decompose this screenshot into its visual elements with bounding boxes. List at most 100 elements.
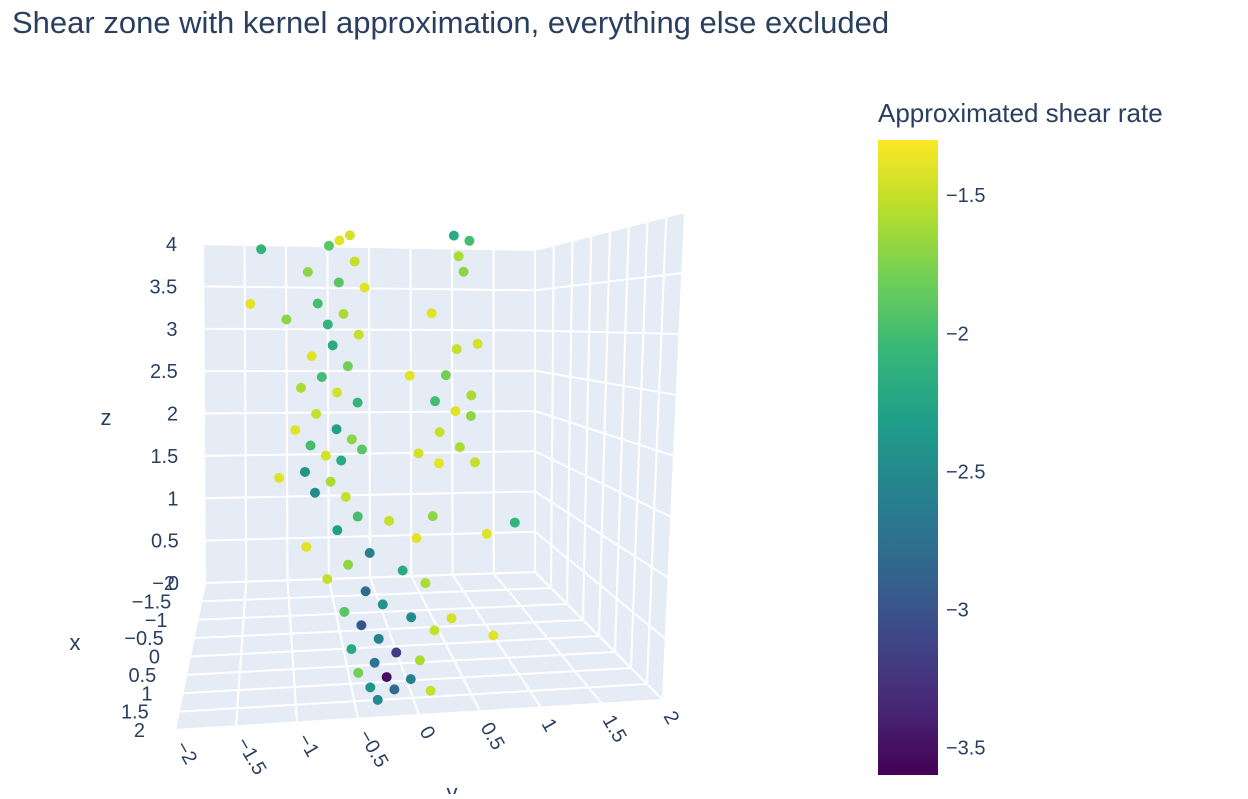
point [301, 542, 311, 552]
point [361, 586, 371, 596]
point [415, 655, 425, 665]
z-tick-label: 2 [167, 404, 178, 426]
y-tick-label: 1 [537, 715, 562, 736]
point [405, 371, 415, 381]
z-tick-label: 1.5 [150, 446, 178, 468]
point [378, 599, 388, 609]
point [296, 383, 306, 393]
colorbar-tick-label: −3 [946, 599, 969, 621]
point [459, 267, 469, 277]
point [338, 309, 348, 319]
point [290, 425, 300, 435]
point [449, 231, 459, 241]
y-tick-label: −1 [293, 730, 323, 761]
point [326, 477, 336, 487]
z-tick-label: 0.5 [151, 531, 179, 553]
point [414, 448, 424, 458]
point [420, 578, 430, 588]
point [311, 409, 321, 419]
point [300, 467, 310, 477]
point [370, 658, 380, 668]
point [347, 434, 357, 444]
x-tick-label: 2 [134, 720, 145, 742]
point [343, 560, 353, 570]
colorbar-tick-label: −2.5 [946, 461, 985, 483]
point [466, 390, 476, 400]
z-tick-label: 3 [166, 319, 177, 341]
point [482, 529, 492, 539]
point [353, 512, 363, 522]
point [398, 565, 408, 575]
point [332, 388, 342, 398]
z-tick-label: 2.5 [150, 361, 178, 383]
point [488, 630, 498, 640]
point [324, 241, 334, 251]
point [281, 315, 291, 325]
z-axis-title: z [101, 405, 112, 430]
point [452, 344, 462, 354]
point [310, 488, 320, 498]
point [345, 230, 355, 240]
colorbar-tick-label: −1.5 [946, 185, 985, 207]
point [332, 525, 342, 535]
point [406, 612, 416, 622]
point [470, 457, 480, 467]
y-tick-label: 0 [415, 723, 440, 744]
y-tick-label: −2 [171, 738, 201, 769]
point [428, 511, 438, 521]
point [384, 516, 394, 526]
point [466, 411, 476, 421]
colorbar-tick-label: −2 [946, 323, 969, 345]
point [373, 695, 383, 705]
point [341, 492, 351, 502]
point [354, 330, 364, 340]
point [464, 236, 474, 246]
point [434, 458, 444, 468]
point [510, 518, 520, 528]
point [328, 340, 338, 350]
point [382, 672, 392, 682]
point [343, 361, 353, 371]
point [307, 351, 317, 361]
point [430, 396, 440, 406]
point [360, 283, 370, 293]
y-tick-label: 0.5 [476, 719, 509, 754]
point [332, 424, 342, 434]
point [336, 456, 346, 466]
y-tick-label: −1.5 [232, 734, 271, 779]
y-axis-title: y [447, 780, 458, 794]
z-tick-label: 4 [166, 234, 177, 256]
point [411, 533, 421, 543]
point [391, 648, 401, 658]
point [455, 442, 465, 452]
colorbar-title: Approximated shear rate [878, 98, 1163, 128]
point [450, 406, 460, 416]
point [365, 548, 375, 558]
point [353, 398, 363, 408]
chart-title: Shear zone with kernel approximation, ev… [12, 5, 889, 40]
point [441, 370, 451, 380]
point [334, 236, 344, 246]
point [365, 682, 375, 692]
point [426, 686, 436, 696]
point [353, 668, 363, 678]
point [323, 319, 333, 329]
point [346, 644, 356, 654]
point [427, 308, 437, 318]
point [357, 445, 367, 455]
point [473, 339, 483, 349]
y-tick-label: −0.5 [354, 726, 393, 771]
z-tick-label: 1 [167, 488, 178, 510]
point [306, 441, 316, 451]
point [406, 674, 416, 684]
point [454, 251, 464, 261]
point [429, 625, 439, 635]
y-tick-label: 1.5 [598, 711, 631, 746]
point [321, 451, 331, 461]
colorbar-tick-label: −3.5 [946, 737, 985, 759]
point [334, 277, 344, 287]
point [303, 267, 313, 277]
point [322, 574, 332, 584]
